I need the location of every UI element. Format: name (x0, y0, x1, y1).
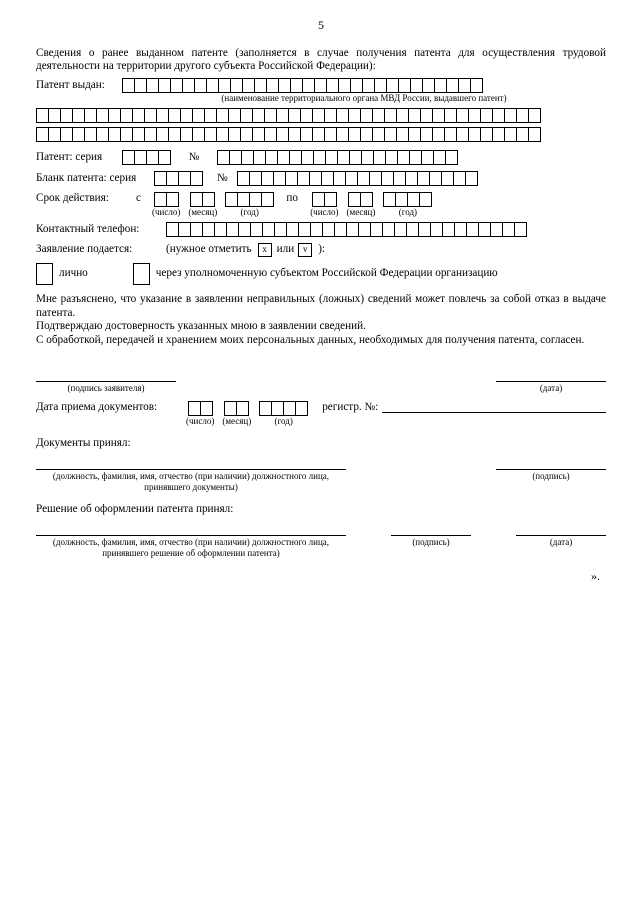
cells-blank-series[interactable] (154, 171, 203, 186)
phone-label: Контактный телефон: (36, 223, 166, 237)
cells-from-year[interactable] (225, 192, 274, 207)
row-series: Патент: серия № (36, 150, 606, 165)
cells-from-day[interactable] (154, 192, 179, 207)
sig-caption-1: (подпись) (532, 471, 569, 482)
cells-to-month[interactable] (348, 192, 373, 207)
decision-label: Решение об оформлении патента принял: (36, 503, 606, 517)
cells-docs-year[interactable] (259, 401, 308, 416)
row-submit: Заявление подается: (нужное отметить x и… (36, 243, 606, 257)
row-full-2 (36, 127, 606, 142)
para1: Мне разъяснено, что указание в заявлении… (36, 293, 606, 320)
mark-v-box: v (298, 243, 312, 257)
validity-label: Срок действия: (36, 192, 136, 206)
row-phone: Контактный телефон: (36, 222, 606, 237)
submit-label: Заявление подается: (36, 243, 166, 257)
row-validity: Срок действия: с (число) (месяц) (год) п… (36, 192, 606, 218)
row-blank-series: Бланк патента: серия № (36, 171, 606, 186)
decision-block: (должность, фамилия, имя, отчество (при … (36, 535, 606, 559)
cap-month-1: (месяц) (188, 207, 217, 218)
cap-day-1: (число) (152, 207, 180, 218)
cells-blank-number[interactable] (237, 171, 478, 186)
number-symbol-2: № (217, 172, 237, 186)
cells-series[interactable] (122, 150, 171, 165)
docs-accept-label: Документы принял: (36, 437, 606, 451)
cells-full-2[interactable] (36, 127, 541, 142)
cap-month-3: (месяц) (222, 416, 251, 427)
to-label: по (274, 192, 310, 206)
checkbox-personal[interactable] (36, 263, 53, 285)
row-docs-date: Дата приема документов: (число) (месяц) … (36, 401, 606, 427)
issuer-caption: (наименование территориального органа МВ… (122, 93, 606, 104)
docs-accept-block: (должность, фамилия, имя, отчество (при … (36, 469, 606, 493)
cells-to-day[interactable] (312, 192, 337, 207)
page: 5 Сведения о ранее выданном патенте (зап… (0, 0, 640, 905)
sig-applicant-cap: (подпись заявителя) (68, 383, 145, 394)
cap-day-2: (число) (310, 207, 338, 218)
cells-number[interactable] (217, 150, 458, 165)
cells-phone[interactable] (166, 222, 527, 237)
patent-issued-label: Патент выдан: (36, 79, 122, 93)
sig-caption-2: (подпись) (412, 537, 449, 548)
cap-month-2: (месяц) (347, 207, 376, 218)
blank-series-label: Бланк патента: серия (36, 172, 154, 186)
row-options: лично через уполномоченную субъектом Рос… (36, 263, 606, 285)
docs-date-label: Дата приема документов: (36, 401, 186, 415)
series-label: Патент: серия (36, 151, 122, 165)
page-number: 5 (36, 18, 606, 33)
cap-year-2: (год) (399, 207, 417, 218)
row-full-1 (36, 108, 606, 123)
para2: Подтверждаю достоверность указанных мною… (36, 320, 606, 334)
intro-paragraph: Сведения о ранее выданном патенте (запол… (36, 47, 606, 74)
para3: С обработкой, передачей и хранением моих… (36, 334, 606, 348)
sigline-date-1[interactable] (496, 370, 606, 382)
from-label: с (136, 192, 152, 206)
mark-x-box: x (258, 243, 272, 257)
number-symbol-1: № (171, 151, 217, 165)
sig-applicant-block: (подпись заявителя) (дата) (36, 370, 606, 394)
reg-label: регистр. №: (322, 401, 378, 415)
sigline-applicant[interactable] (36, 370, 176, 382)
checkbox-org[interactable] (133, 263, 150, 285)
reg-number-line[interactable] (382, 401, 606, 413)
docs-accept-caption: (должность, фамилия, имя, отчество (при … (36, 471, 346, 493)
sig-date-cap-2: (дата) (550, 537, 572, 548)
cells-from-month[interactable] (190, 192, 215, 207)
end-quote: ». (36, 569, 606, 584)
sig-date-cap-1: (дата) (540, 383, 562, 394)
decision-caption: (должность, фамилия, имя, отчество (при … (36, 537, 346, 559)
opt-personal: лично (59, 267, 88, 281)
cells-full-1[interactable] (36, 108, 541, 123)
mark-or: или (277, 243, 295, 257)
cells-to-year[interactable] (383, 192, 432, 207)
row-patent-issued: Патент выдан: (36, 78, 606, 93)
cap-year-1: (год) (241, 207, 259, 218)
cap-day-3: (число) (186, 416, 214, 427)
opt-org: через уполномоченную субъектом Российско… (156, 267, 498, 281)
cells-issued[interactable] (122, 78, 483, 93)
hint-a: (нужное отметить (166, 243, 252, 257)
hint-b: ): (318, 243, 325, 257)
cells-docs-day[interactable] (188, 401, 213, 416)
cap-year-3: (год) (275, 416, 293, 427)
cells-docs-month[interactable] (224, 401, 249, 416)
